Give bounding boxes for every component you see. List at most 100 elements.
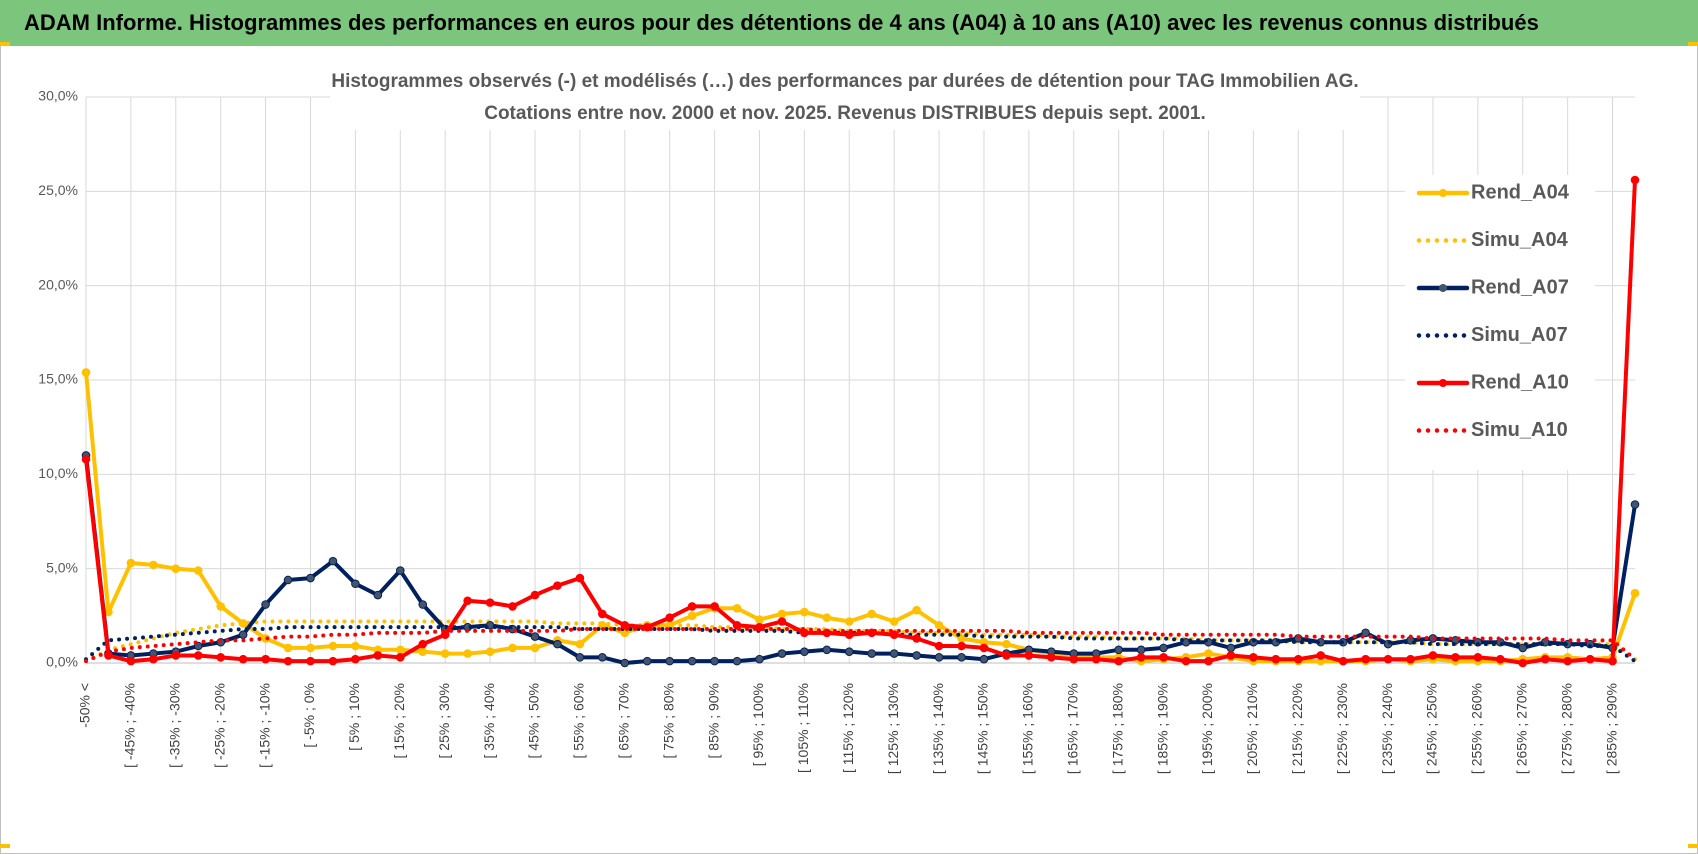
y-tick-label: 0,0%	[46, 654, 78, 670]
data-point	[1069, 654, 1079, 664]
x-tick-label: [ -25% ; -20%	[211, 683, 227, 768]
data-point	[1091, 654, 1101, 664]
data-point	[844, 647, 854, 656]
data-point	[957, 653, 966, 662]
corner	[1688, 844, 1698, 848]
x-tick-label: [ 105% ; 110%	[795, 683, 811, 773]
x-tick-label: [ 255% ; 260%	[1469, 683, 1485, 774]
data-point	[306, 643, 315, 653]
x-tick-label: -50% <	[77, 683, 93, 728]
data-point	[979, 654, 989, 664]
x-tick-label: [ 85% ; 90%	[705, 683, 721, 759]
data-point	[665, 656, 674, 666]
data-point	[1159, 643, 1168, 653]
data-point	[1249, 653, 1258, 662]
data-point	[1518, 658, 1528, 668]
header-bar	[0, 0, 1698, 46]
data-point	[1204, 656, 1213, 666]
data-point	[1114, 645, 1123, 655]
data-point	[508, 602, 517, 611]
data-point	[598, 653, 607, 662]
data-point	[822, 645, 832, 655]
data-point	[81, 454, 91, 464]
data-point	[979, 643, 989, 653]
data-point	[1226, 643, 1236, 653]
x-tick-label: [ 155% ; 160%	[1020, 683, 1036, 774]
x-tick-label: [ 45% ; 50%	[526, 683, 542, 759]
data-point	[485, 647, 495, 656]
x-tick-label: [ 195% ; 200%	[1199, 683, 1215, 774]
data-point	[1226, 651, 1236, 660]
data-point	[1002, 651, 1011, 660]
data-point	[418, 639, 428, 649]
data-point	[934, 641, 944, 651]
data-point	[620, 658, 630, 668]
legend-label: Simu_A10	[1471, 419, 1568, 441]
data-point	[1361, 654, 1370, 664]
data-point	[530, 590, 540, 600]
y-tick-label: 25,0%	[38, 182, 78, 198]
data-point	[149, 560, 158, 570]
data-point	[1136, 653, 1146, 662]
data-point	[261, 654, 270, 664]
data-point	[1114, 656, 1123, 666]
data-point	[171, 564, 181, 573]
x-tick-label: [ 5% ; 10%	[346, 683, 362, 751]
x-tick-label: [ 35% ; 40%	[481, 683, 497, 759]
x-tick-label: [ -35% ; -30%	[167, 683, 183, 768]
data-point	[238, 630, 248, 640]
data-point	[575, 653, 585, 662]
data-point	[126, 558, 136, 568]
data-point	[1316, 651, 1326, 660]
series-line	[84, 619, 1637, 664]
data-point	[867, 649, 877, 658]
legend-marker	[1439, 189, 1447, 197]
data-point	[598, 609, 607, 619]
x-tick-label: [ 55% ; 60%	[571, 683, 587, 759]
data-point	[81, 368, 91, 377]
data-point	[373, 651, 383, 660]
data-point	[1406, 654, 1415, 664]
data-point	[889, 630, 899, 640]
x-tick-label: [ 95% ; 100%	[750, 683, 766, 766]
x-tick-label: [ 285% ; 290%	[1603, 683, 1619, 774]
data-point	[553, 639, 562, 649]
data-point	[261, 600, 270, 609]
data-point	[508, 643, 517, 653]
data-point	[440, 649, 450, 658]
data-point	[1383, 654, 1393, 664]
x-tick-label: [ 275% ; 280%	[1558, 683, 1574, 774]
data-point	[1047, 653, 1056, 662]
data-point	[395, 653, 405, 662]
data-point	[1608, 656, 1617, 666]
data-point	[912, 651, 921, 660]
data-point	[912, 605, 921, 615]
data-point	[126, 656, 136, 666]
legend-label: Simu_A07	[1471, 324, 1568, 346]
y-tick-label: 5,0%	[46, 559, 78, 575]
data-point	[1271, 654, 1281, 664]
data-point	[1496, 654, 1505, 664]
data-point	[418, 647, 428, 656]
data-point	[351, 641, 360, 651]
x-tick-label: [ -45% ; -40%	[122, 683, 138, 768]
x-tick-label: [ 245% ; 250%	[1424, 683, 1440, 774]
data-point	[328, 556, 338, 566]
data-point	[306, 573, 315, 583]
legend-label: Rend_A07	[1471, 276, 1569, 298]
y-tick-label: 20,0%	[38, 276, 78, 292]
data-point	[687, 611, 697, 621]
data-point	[1630, 588, 1640, 598]
data-point	[351, 579, 360, 589]
data-point	[665, 613, 674, 623]
legend-marker	[1439, 379, 1447, 387]
data-point	[755, 615, 764, 624]
x-tick-label: [ 225% ; 230%	[1334, 683, 1350, 774]
data-point	[283, 575, 293, 585]
data-point	[889, 617, 899, 626]
data-point	[373, 590, 383, 600]
data-point	[283, 643, 293, 653]
x-tick-label: [ 65% ; 70%	[615, 683, 631, 759]
data-point	[463, 596, 472, 606]
